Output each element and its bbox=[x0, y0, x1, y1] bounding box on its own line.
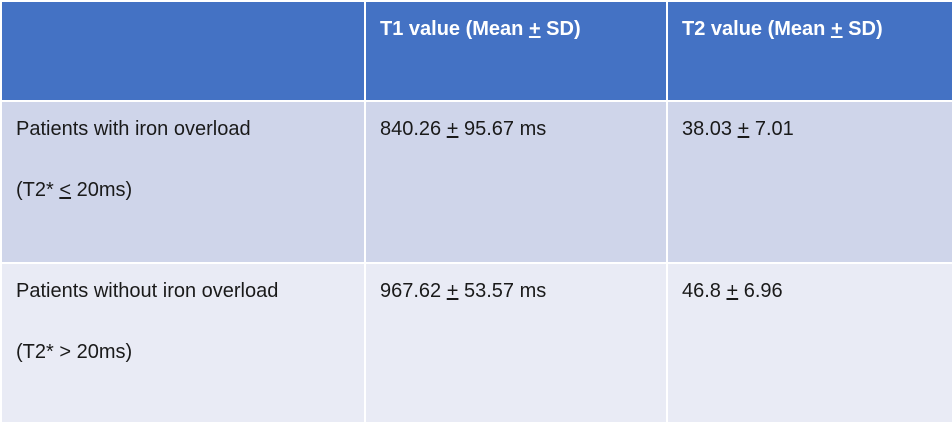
row-sublabel: (T2* > 20ms) bbox=[16, 341, 133, 363]
value-cell: 46.8 + 6.96 bbox=[668, 264, 952, 422]
row-label-cell: Patients with iron overload (T2* < 20ms) bbox=[2, 102, 364, 262]
header-row: T1 value (Mean + SD) T2 value (Mean + SD… bbox=[2, 2, 952, 100]
header-cell: T2 value (Mean + SD) bbox=[668, 2, 952, 100]
header-cell-empty bbox=[2, 2, 364, 100]
row-label: Patients with iron overload bbox=[16, 118, 251, 140]
value-cell: 38.03 + 7.01 bbox=[668, 102, 952, 262]
header-cell: T1 value (Mean + SD) bbox=[366, 2, 666, 100]
row-label-cell: Patients without iron overload (T2* > 20… bbox=[2, 264, 364, 422]
row-label: Patients without iron overload bbox=[16, 280, 279, 302]
value-cell: 967.62 + 53.57 ms bbox=[366, 264, 666, 422]
value-cell: 840.26 + 95.67 ms bbox=[366, 102, 666, 262]
table-row: Patients without iron overload (T2* > 20… bbox=[2, 264, 952, 422]
table-row: Patients with iron overload (T2* < 20ms)… bbox=[2, 102, 952, 262]
row-sublabel: (T2* < 20ms) bbox=[16, 179, 133, 201]
